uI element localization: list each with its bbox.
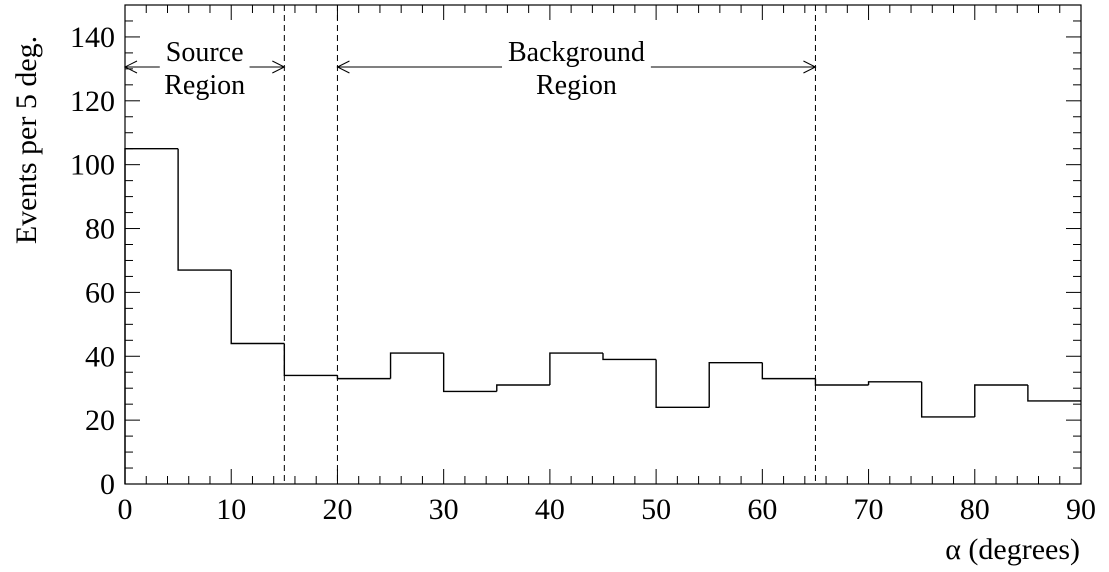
histogram-bin [442, 353, 497, 393]
x-tick-label: 80 [960, 493, 990, 526]
x-tick-label: 30 [429, 493, 459, 526]
tick-labels: 0 10 20 30 40 50 60 70 80 90 0 20 40 60 80 100 120 140 [70, 21, 1096, 526]
histogram-bin [708, 361, 763, 408]
histogram-bin [1027, 385, 1081, 402]
x-tick-label: 40 [535, 493, 565, 526]
x-tick-label: 0 [118, 493, 133, 526]
histogram-bin [761, 362, 816, 380]
histogram-bin [336, 375, 391, 380]
y-axis-label: Events per 5 deg. [10, 36, 43, 244]
y-tick-label: 20 [85, 404, 115, 437]
y-tick-label: 140 [70, 21, 115, 54]
region-arrowhead [272, 60, 286, 74]
histogram-bin [974, 384, 1028, 417]
histogram-bin [549, 352, 603, 386]
histogram-bin [389, 352, 444, 379]
x-tick-label: 70 [854, 493, 884, 526]
region-arrowhead [803, 60, 817, 74]
histogram-bin [867, 381, 922, 386]
plot-frame [124, 4, 1082, 485]
histogram-bin [602, 353, 657, 361]
region-label-line2: Region [536, 70, 617, 101]
region-label-line1: Background [508, 37, 645, 68]
y-tick-label: 80 [85, 213, 115, 246]
y-tick-label: 0 [100, 468, 115, 501]
x-tick-label: 10 [216, 493, 246, 526]
x-axis-label: α (degrees) [945, 533, 1080, 566]
histogram-bin [655, 359, 710, 409]
y-tick-label: 120 [70, 85, 115, 118]
histogram-bin [814, 378, 869, 386]
region-arrowhead [336, 60, 350, 74]
x-tick-label: 60 [747, 493, 777, 526]
x-tick-label: 90 [1066, 493, 1096, 526]
y-tick-label: 100 [70, 149, 115, 182]
histogram-bars [124, 148, 1081, 484]
region-label-line1: Source [166, 37, 244, 68]
histogram-bin [920, 381, 975, 418]
y-tick-label: 60 [85, 276, 115, 309]
y-tick-label: 40 [85, 340, 115, 373]
axis-ticks [124, 4, 1082, 485]
x-tick-label: 20 [322, 493, 352, 526]
region-label-line2: Region [164, 70, 245, 101]
x-tick-label: 50 [641, 493, 671, 526]
histogram-bin [496, 384, 550, 392]
histogram-bin [230, 270, 285, 345]
histogram-bin [124, 148, 179, 484]
histogram-bin [177, 148, 232, 271]
histogram-bin [283, 343, 338, 377]
